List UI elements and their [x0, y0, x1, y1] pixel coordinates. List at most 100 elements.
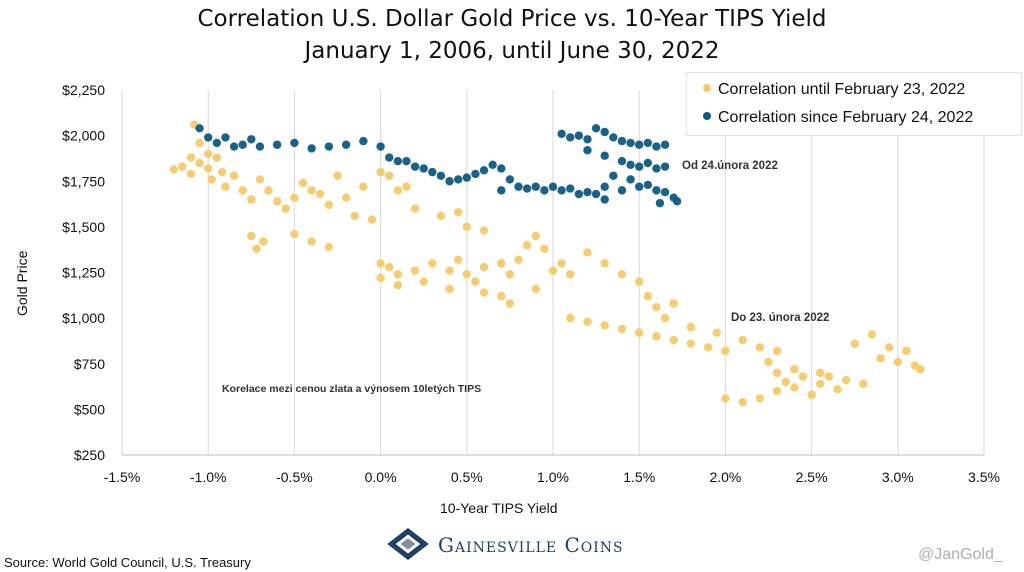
data-point-since-feb-24: [655, 198, 665, 208]
data-point-until-feb-23: [259, 237, 268, 246]
data-point-until-feb-23: [635, 277, 644, 286]
data-point-until-feb-23: [376, 167, 385, 177]
legend-item-until-feb-23: Correlation until February 23, 2022: [703, 81, 965, 99]
data-point-since-feb-24: [204, 133, 213, 142]
data-point-since-feb-24: [479, 166, 489, 175]
data-point-since-feb-24: [626, 138, 635, 148]
data-point-since-feb-24: [583, 188, 592, 197]
annotation-until-feb-23: Do 23. února 2022: [731, 312, 830, 324]
data-point-until-feb-23: [824, 372, 834, 381]
x-tick-label: 0.5%: [451, 469, 483, 485]
data-point-until-feb-23: [531, 284, 540, 294]
data-point-until-feb-23: [255, 175, 265, 184]
data-point-until-feb-23: [660, 313, 670, 323]
data-point-since-feb-24: [591, 124, 601, 133]
data-point-since-feb-24: [557, 186, 566, 195]
data-point-until-feb-23: [617, 270, 627, 279]
data-point-since-feb-24: [600, 151, 609, 160]
data-point-until-feb-23: [497, 292, 506, 301]
data-point-until-feb-23: [393, 270, 403, 279]
y-tick-label: $2,000: [62, 128, 105, 144]
data-point-until-feb-23: [755, 394, 765, 403]
data-point-since-feb-24: [574, 189, 584, 199]
data-point-until-feb-23: [217, 167, 227, 177]
data-point-until-feb-23: [252, 244, 261, 253]
data-point-since-feb-24: [514, 182, 523, 191]
data-point-until-feb-23: [290, 229, 299, 239]
watermark: @JanGold_: [918, 546, 1003, 563]
brand-name: Gainesville Coins: [438, 533, 624, 557]
data-point-until-feb-23: [893, 357, 902, 367]
data-point-since-feb-24: [540, 186, 549, 195]
y-tick-label: $1,000: [62, 310, 105, 326]
data-point-since-feb-24: [221, 133, 230, 142]
data-point-since-feb-24: [488, 160, 497, 170]
data-point-since-feb-24: [195, 124, 204, 133]
data-point-until-feb-23: [772, 386, 782, 396]
data-point-until-feb-23: [522, 240, 532, 250]
data-point-until-feb-23: [341, 193, 351, 202]
data-point-since-feb-24: [566, 184, 575, 193]
data-point-until-feb-23: [833, 385, 842, 394]
x-tick-label: 1.0%: [537, 469, 569, 485]
y-tick-label: $1,250: [62, 265, 105, 281]
gainesville-coins-logo-icon: [387, 527, 429, 561]
data-point-until-feb-23: [264, 186, 273, 195]
data-point-until-feb-23: [738, 335, 747, 345]
chart-legend: Correlation until February 23, 2022 Corr…: [686, 72, 1022, 136]
data-point-until-feb-23: [712, 328, 721, 337]
data-point-until-feb-23: [195, 158, 204, 168]
x-tick-label: -1.0%: [190, 469, 227, 485]
data-point-since-feb-24: [428, 167, 437, 177]
data-point-since-feb-24: [436, 171, 446, 180]
data-point-since-feb-24: [247, 135, 256, 144]
data-point-since-feb-24: [600, 195, 609, 204]
data-point-since-feb-24: [341, 140, 351, 149]
data-point-until-feb-23: [514, 255, 523, 264]
y-tick-label: $250: [74, 447, 105, 463]
data-point-until-feb-23: [643, 292, 653, 301]
data-point-until-feb-23: [376, 273, 385, 283]
data-point-since-feb-24: [652, 164, 661, 173]
data-point-until-feb-23: [600, 259, 609, 268]
data-point-until-feb-23: [790, 365, 799, 374]
data-point-until-feb-23: [350, 211, 359, 221]
data-point-until-feb-23: [385, 262, 394, 272]
data-point-until-feb-23: [816, 379, 825, 389]
x-tick-label: 3.5%: [968, 469, 1000, 485]
data-point-until-feb-23: [652, 332, 661, 341]
data-point-until-feb-23: [790, 383, 799, 392]
data-point-until-feb-23: [566, 313, 575, 323]
data-point-since-feb-24: [626, 175, 635, 184]
data-point-until-feb-23: [764, 357, 773, 367]
data-point-until-feb-23: [436, 211, 446, 221]
data-point-since-feb-24: [453, 175, 463, 184]
data-point-until-feb-23: [566, 270, 575, 279]
data-point-since-feb-24: [600, 182, 609, 191]
data-point-since-feb-24: [566, 133, 575, 142]
data-point-until-feb-23: [419, 277, 428, 286]
data-point-until-feb-23: [772, 346, 782, 356]
data-point-until-feb-23: [186, 153, 196, 162]
data-point-since-feb-24: [643, 158, 653, 168]
data-point-since-feb-24: [617, 156, 627, 166]
data-point-until-feb-23: [410, 266, 420, 275]
data-point-since-feb-24: [591, 189, 601, 199]
x-tick-label: 1.5%: [623, 469, 655, 485]
data-point-until-feb-23: [453, 208, 463, 217]
data-point-until-feb-23: [333, 171, 342, 180]
data-point-since-feb-24: [255, 142, 265, 151]
data-point-until-feb-23: [479, 288, 489, 297]
data-point-until-feb-23: [505, 299, 515, 308]
data-point-until-feb-23: [324, 200, 334, 210]
data-point-since-feb-24: [324, 142, 334, 151]
data-point-since-feb-24: [445, 177, 454, 186]
y-axis-label: Gold Price: [14, 250, 30, 316]
legend-item-since-feb-24: Correlation since February 24, 2022: [703, 109, 973, 127]
data-point-until-feb-23: [307, 237, 316, 246]
data-point-until-feb-23: [557, 259, 566, 268]
annotation-since-feb-24: Od 24.února 2022: [682, 160, 778, 172]
data-point-since-feb-24: [626, 160, 635, 170]
data-point-since-feb-24: [410, 162, 420, 171]
data-point-until-feb-23: [703, 343, 713, 352]
